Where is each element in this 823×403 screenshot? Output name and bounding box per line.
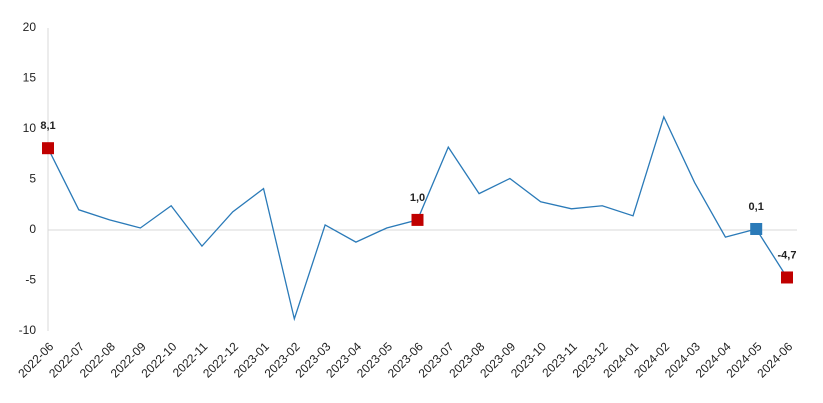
y-tick-label: 15 — [23, 71, 37, 85]
marker — [750, 222, 763, 235]
y-tick-label: -10 — [19, 323, 37, 337]
value-label: -4,7 — [778, 249, 797, 261]
y-tick-label: 10 — [23, 121, 37, 135]
y-tick-label: -5 — [25, 273, 36, 287]
y-tick-label: 5 — [29, 172, 36, 186]
value-label: 0,1 — [749, 201, 764, 213]
marker — [42, 142, 54, 155]
value-label: 8,1 — [40, 120, 55, 132]
y-tick-label: 0 — [29, 222, 36, 236]
y-tick-label: 20 — [23, 20, 37, 34]
marker — [781, 271, 793, 284]
value-label: 1,0 — [410, 192, 425, 204]
marker — [411, 213, 424, 226]
